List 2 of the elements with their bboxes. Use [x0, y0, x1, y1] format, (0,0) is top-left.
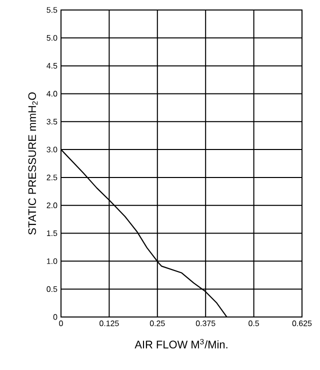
x-axis-title: AIR FLOW M$^{3}$/Min. [134, 339, 228, 348]
y-axis-title: STATIC PRESSURE mmH$_{2}$O [28, 92, 38, 235]
